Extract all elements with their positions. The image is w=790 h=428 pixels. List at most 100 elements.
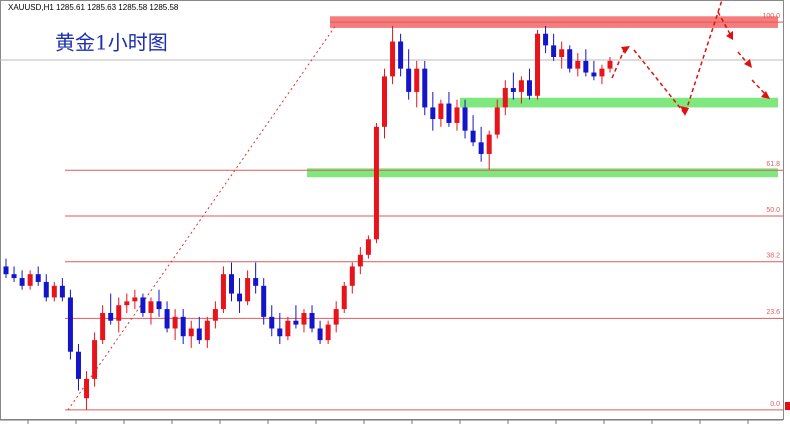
arrow-head (726, 31, 733, 40)
fib-label: 100.0 (762, 13, 780, 20)
forecast-arrows (611, 0, 768, 116)
zone (307, 168, 778, 178)
candle-body (84, 378, 90, 399)
candle-body (454, 107, 460, 123)
fib-label: 0.0 (770, 401, 780, 408)
candle-body (341, 285, 347, 310)
candle-body (293, 320, 299, 325)
candle-body (67, 297, 73, 352)
forecast-path (751, 79, 768, 97)
candle-body (502, 88, 508, 108)
candle-body (116, 305, 122, 321)
candle-body (237, 293, 243, 302)
candle-body (591, 72, 597, 77)
candle-body (325, 324, 331, 341)
forecast-path (633, 0, 723, 116)
candle-body (204, 320, 210, 341)
candle-body (180, 316, 186, 337)
candle-body (35, 274, 41, 282)
candle-body (172, 316, 178, 329)
candle-body (607, 60, 613, 69)
candle-body (108, 312, 114, 321)
candle-body (100, 312, 106, 341)
candle-body (494, 107, 500, 135)
candle-body (11, 274, 17, 279)
candle-body (3, 266, 9, 275)
candle-body (462, 107, 468, 131)
candle-body (406, 68, 412, 92)
candle-body (551, 45, 557, 58)
arrow-head (761, 91, 770, 99)
fib-anchor-line (67, 24, 337, 411)
candle-body (373, 126, 379, 240)
symbol-info: XAUUSD,H1 1285.61 1285.63 1285.58 1285.5… (8, 3, 179, 12)
candle-body (124, 301, 130, 306)
forecast-path (611, 47, 626, 79)
candle-body (430, 107, 436, 120)
candle-body (140, 297, 146, 313)
candle-body (51, 285, 57, 298)
candle-body (277, 328, 283, 337)
candle-body (317, 328, 323, 341)
fib-label: 23.6 (766, 309, 780, 316)
candle-body (535, 33, 541, 96)
candle-body (414, 68, 420, 92)
candle-body (196, 328, 202, 341)
arrow-head (680, 106, 689, 116)
candle-body (228, 274, 234, 294)
forecast-path (737, 51, 749, 65)
candle-body (269, 316, 275, 329)
fib-label: 50.0 (766, 207, 780, 214)
candle-body (27, 274, 33, 286)
candle-body (212, 309, 218, 321)
candle-body (349, 266, 355, 286)
candle-body (438, 103, 444, 120)
candle-body (518, 80, 524, 92)
candle-body (253, 278, 259, 286)
candle-body (261, 285, 267, 317)
fib-label: 38.2 (766, 253, 780, 260)
candle-body (446, 103, 452, 123)
candle-body (559, 49, 565, 58)
candle-body (390, 41, 396, 77)
candle-body (398, 41, 404, 69)
candle-body (75, 351, 81, 379)
candle-body (19, 278, 25, 286)
candle-body (583, 60, 589, 73)
candle-body (357, 254, 363, 267)
candle-body (543, 33, 549, 46)
fib-label: 61.8 (766, 161, 780, 168)
candle-body (599, 68, 605, 77)
candle-body (43, 281, 49, 298)
candle-body (164, 309, 170, 329)
candle-body (132, 297, 138, 302)
candle-body (333, 309, 339, 325)
candle-body (309, 312, 315, 329)
candle-body (92, 340, 98, 379)
candle-body (59, 285, 65, 298)
candle-body (365, 239, 371, 255)
candle-body (220, 274, 226, 310)
candle-body (188, 328, 194, 337)
arrow-head (744, 59, 752, 68)
candle-body (148, 301, 154, 313)
x-axis-ticks (0, 419, 783, 424)
candle-body (245, 278, 251, 302)
candle-body (575, 60, 581, 69)
candle-body (470, 130, 476, 143)
candle-body (510, 88, 516, 92)
candle-body (478, 142, 484, 154)
candle-body (382, 76, 388, 127)
candle-body (526, 80, 532, 96)
candle-body (422, 68, 428, 108)
arrow-head (621, 46, 630, 54)
zone (460, 97, 778, 108)
price-marker (785, 402, 790, 410)
candle-body (301, 312, 307, 325)
candle-body (156, 301, 162, 310)
chart-annotation: 黄金1小时图 (55, 31, 168, 55)
candle-body (486, 134, 492, 154)
candle-body (567, 49, 573, 69)
candle-body (285, 320, 291, 337)
